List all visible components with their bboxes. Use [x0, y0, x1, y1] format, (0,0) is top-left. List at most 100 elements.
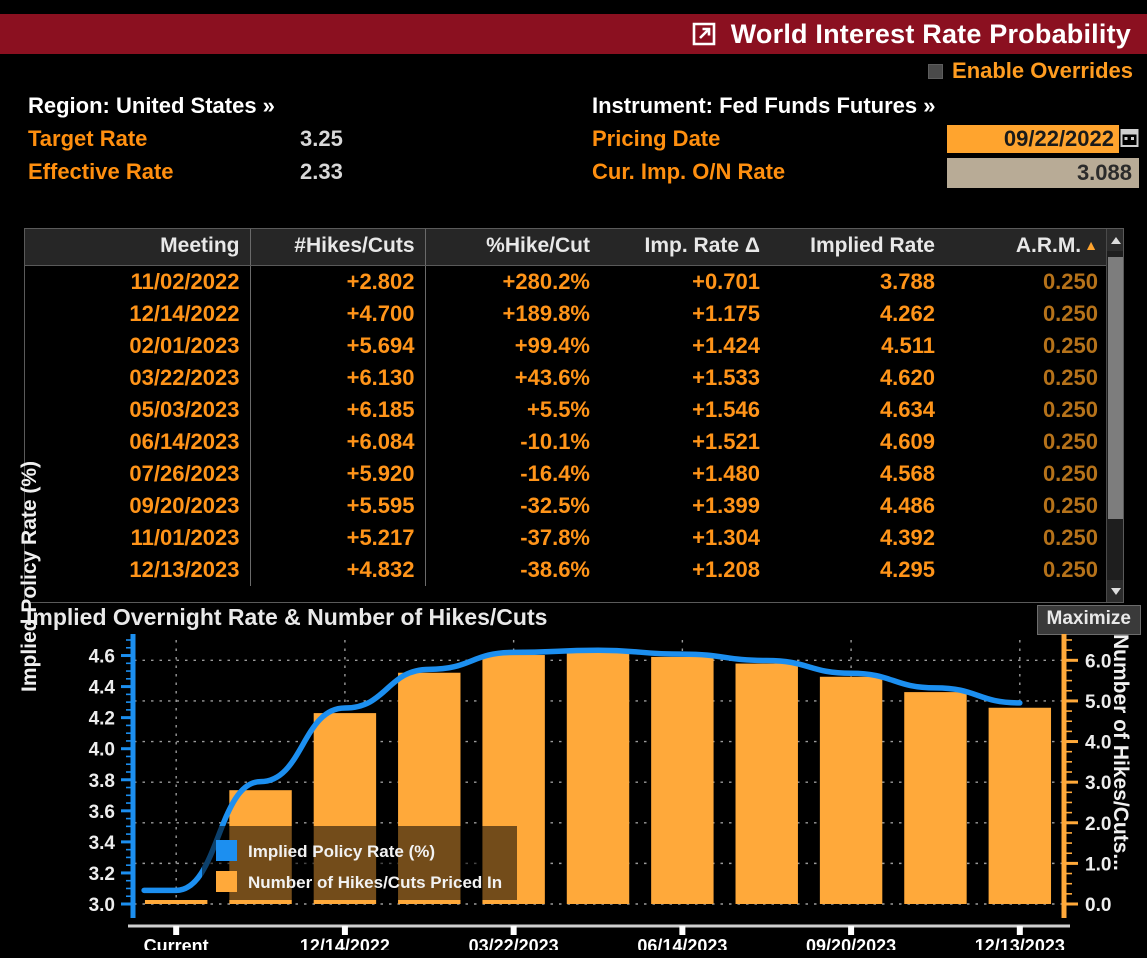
- chevron-down-icon: [1110, 587, 1121, 595]
- table-cell: +280.2%: [425, 265, 600, 298]
- column-header-implied-rate[interactable]: Implied Rate: [770, 229, 945, 266]
- y2-axis-tick-label: 1.0: [1085, 854, 1111, 875]
- table-row[interactable]: 11/02/2022 +2.802 +280.2% +0.701 3.788 0.250: [25, 265, 1108, 298]
- instrument-selector[interactable]: Instrument: Fed Funds Futures »: [592, 93, 936, 118]
- scroll-up-button[interactable]: [1107, 229, 1123, 251]
- table-header-row: Meeting #Hikes/Cuts %Hike/Cut Imp. Rate …: [25, 229, 1108, 266]
- y2-axis-tick-label: 5.0: [1085, 692, 1111, 713]
- chart-plot[interactable]: 3.0 3.2 3.4 3.6 3.8 4.0 4.2 4.4 4.6 0.0 1.0 2.0 3.0 4…: [24, 632, 1144, 950]
- chevron-up-icon: [1110, 236, 1121, 244]
- table-cell: -16.4%: [425, 457, 600, 490]
- chart-title: Implied Overnight Rate & Number of Hikes…: [26, 604, 548, 630]
- effective-rate-label: Effective Rate: [28, 159, 174, 184]
- table-cell: 0.250: [945, 265, 1108, 298]
- column-header-hikes-cuts[interactable]: #Hikes/Cuts: [250, 229, 426, 266]
- table-cell: 0.250: [945, 489, 1108, 522]
- chart-bar: [904, 692, 967, 904]
- table-cell: -32.5%: [425, 489, 600, 522]
- table-cell: +2.802: [250, 265, 426, 298]
- column-header-imp-rate-delta[interactable]: Imp. Rate Δ: [600, 229, 770, 266]
- y2-axis-tick-label: 4.0: [1085, 733, 1111, 754]
- pricing-date-label: Pricing Date: [592, 126, 721, 151]
- table-row[interactable]: 12/14/2022 +4.700 +189.8% +1.175 4.262 0.250: [25, 297, 1108, 330]
- table-row[interactable]: 03/22/2023 +6.130 +43.6% +1.533 4.620 0.250: [25, 361, 1108, 394]
- table-cell: +0.701: [600, 265, 770, 298]
- y-axis-tick-label: 4.2: [89, 709, 115, 730]
- maximize-button[interactable]: Maximize: [1036, 605, 1141, 635]
- y2-axis-tick-label: 2.0: [1085, 814, 1111, 835]
- cur-imp-on-rate-label: Cur. Imp. O/N Rate: [592, 159, 786, 184]
- table-cell: +1.480: [600, 457, 770, 490]
- cur-imp-on-rate-value: 3.088: [947, 158, 1139, 188]
- table-row[interactable]: 07/26/2023 +5.920 -16.4% +1.480 4.568 0.250: [25, 457, 1108, 490]
- table-cell: 4.511: [770, 329, 945, 362]
- table-cell: 4.634: [770, 393, 945, 426]
- table-row[interactable]: 06/14/2023 +6.084 -10.1% +1.521 4.609 0.250: [25, 425, 1108, 458]
- table-cell: +5.595: [250, 489, 426, 522]
- table-cell: 07/26/2023: [25, 457, 251, 490]
- chart-bar: [651, 656, 714, 904]
- column-header-arm-label: A.R.M.: [1015, 234, 1082, 257]
- page-title: World Interest Rate Probability: [730, 18, 1131, 49]
- table-cell: 0.250: [945, 361, 1108, 394]
- column-header-pct-hike-cut[interactable]: %Hike/Cut: [425, 229, 600, 266]
- table-cell: 05/03/2023: [25, 393, 251, 426]
- table-cell: +1.399: [600, 489, 770, 522]
- pricing-date-input[interactable]: 09/22/2022: [947, 125, 1119, 153]
- meetings-table: Meeting #Hikes/Cuts %Hike/Cut Imp. Rate …: [24, 228, 1124, 603]
- x-axis-tick-label: Current: [144, 936, 209, 950]
- table-cell: 09/20/2023: [25, 489, 251, 522]
- table-cell: +5.920: [250, 457, 426, 490]
- enable-overrides-checkbox[interactable]: [928, 63, 944, 79]
- table-cell: 0.250: [945, 393, 1108, 426]
- title-bar: World Interest Rate Probability: [0, 14, 1147, 54]
- enable-overrides-row[interactable]: Enable Overrides: [928, 58, 1133, 84]
- table-cell: +1.304: [600, 521, 770, 554]
- table-cell: -37.8%: [425, 521, 600, 554]
- table-cell: +4.832: [250, 553, 426, 586]
- calendar-icon[interactable]: [1120, 126, 1139, 151]
- x-axis-tick-label: 12/13/2023: [975, 936, 1065, 950]
- column-header-meeting[interactable]: Meeting: [25, 229, 251, 266]
- external-link-icon[interactable]: [691, 21, 717, 47]
- legend-swatch: [216, 840, 237, 861]
- table-vertical-scrollbar[interactable]: [1106, 229, 1123, 602]
- y-axis-tick-label: 3.4: [89, 833, 116, 854]
- table-row[interactable]: 12/13/2023 +4.832 -38.6% +1.208 4.295 0.250: [25, 553, 1108, 586]
- table-cell: +6.185: [250, 393, 426, 426]
- table-cell: 4.295: [770, 553, 945, 586]
- y-axis-tick-label: 4.6: [89, 647, 115, 668]
- table-cell: 02/01/2023: [25, 329, 251, 362]
- target-rate-value: 3.25: [300, 126, 343, 151]
- table-row[interactable]: 05/03/2023 +6.185 +5.5% +1.546 4.634 0.250: [25, 393, 1108, 426]
- table-cell: 11/01/2023: [25, 521, 251, 554]
- chart-bar: [735, 663, 798, 904]
- x-axis-tick-label: 03/22/2023: [469, 936, 559, 950]
- column-header-arm[interactable]: A.R.M. ▲: [945, 229, 1108, 266]
- table-cell: +6.084: [250, 425, 426, 458]
- y-axis-tick-label: 4.0: [89, 740, 115, 761]
- table-row[interactable]: 02/01/2023 +5.694 +99.4% +1.424 4.511 0.250: [25, 329, 1108, 362]
- chart-line: [141, 647, 1023, 894]
- scrollbar-thumb[interactable]: [1108, 257, 1123, 519]
- y-axis-tick-label: 3.8: [89, 771, 115, 792]
- y2-axis-tick-label: 3.0: [1085, 773, 1111, 794]
- table-cell: 06/14/2023: [25, 425, 251, 458]
- scroll-down-button[interactable]: [1107, 580, 1123, 602]
- x-axis-tick-label: 06/14/2023: [637, 936, 727, 950]
- sort-ascending-icon[interactable]: ▲: [1084, 237, 1098, 253]
- x-axis-tick-label: 12/14/2022: [300, 936, 390, 950]
- table-cell: +1.424: [600, 329, 770, 362]
- table-cell: 12/13/2023: [25, 553, 251, 586]
- table-cell: 4.262: [770, 297, 945, 330]
- table-cell: +5.694: [250, 329, 426, 362]
- table-cell: 4.486: [770, 489, 945, 522]
- table-cell: +5.217: [250, 521, 426, 554]
- y-axis-tick-label: 3.6: [89, 802, 115, 823]
- table-cell: 0.250: [945, 425, 1108, 458]
- region-selector[interactable]: Region: United States »: [28, 93, 275, 118]
- table-row[interactable]: 09/20/2023 +5.595 -32.5% +1.399 4.486 0.250: [25, 489, 1108, 522]
- table-cell: -10.1%: [425, 425, 600, 458]
- table-row[interactable]: 11/01/2023 +5.217 -37.8% +1.304 4.392 0.250: [25, 521, 1108, 554]
